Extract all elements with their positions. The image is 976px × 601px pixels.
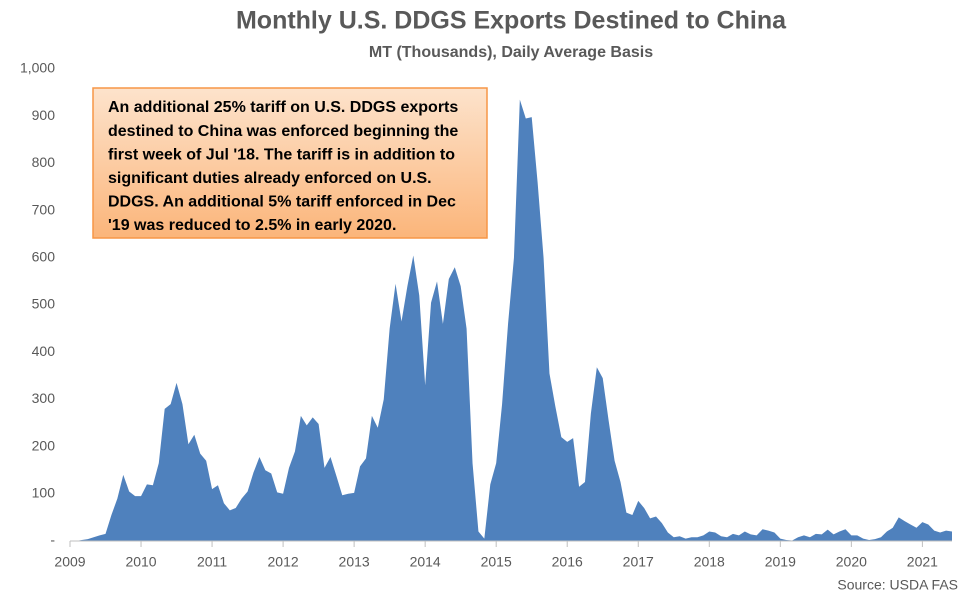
y-tick-label: 1,000 — [20, 60, 55, 76]
y-tick-label: 800 — [32, 154, 56, 170]
x-tick-label: 2009 — [54, 554, 85, 570]
x-tick-label: 2019 — [765, 554, 796, 570]
y-tick-label: 500 — [32, 296, 56, 312]
y-tick-label: 400 — [32, 343, 56, 359]
x-tick-label: 2014 — [410, 554, 441, 570]
annotation-text: destined to China was enforced beginning… — [108, 123, 458, 140]
y-tick-label: - — [50, 532, 55, 548]
y-tick-label: 700 — [32, 201, 56, 217]
chart-subtitle: MT (Thousands), Daily Average Basis — [369, 44, 653, 61]
x-tick-label: 2016 — [552, 554, 583, 570]
chart-title: Monthly U.S. DDGS Exports Destined to Ch… — [236, 7, 787, 35]
x-tick-label: 2020 — [836, 554, 867, 570]
annotation-text: significant duties already enforced on U… — [108, 170, 432, 187]
annotation-text: first week of Jul '18. The tariff is in … — [108, 146, 455, 163]
area — [70, 99, 952, 542]
annotation-box — [92, 87, 488, 239]
x-tick-label: 2015 — [481, 554, 512, 570]
y-tick-label: 200 — [32, 437, 56, 453]
annotation-text: DDGS. An additional 5% tariff enforced i… — [108, 194, 456, 211]
x-tick-label: 2013 — [339, 554, 370, 570]
y-tick-label: 600 — [32, 249, 56, 265]
x-tick-label: 2012 — [268, 554, 299, 570]
x-tick-label: 2017 — [623, 554, 654, 570]
x-tick-label: 2021 — [907, 554, 938, 570]
annotation-text: '19 was reduced to 2.5% in early 2020. — [108, 217, 396, 234]
y-tick-label: 100 — [32, 485, 56, 501]
source: Source: USDA FAS — [837, 577, 958, 593]
x-tick-label: 2011 — [197, 554, 227, 570]
x-tick-label: 2018 — [694, 554, 725, 570]
y-tick-label: 300 — [32, 390, 56, 406]
annotation-text: An additional 25% tariff on U.S. DDGS ex… — [108, 99, 458, 116]
y-tick-label: 900 — [32, 107, 56, 123]
x-tick-label: 2010 — [125, 554, 156, 570]
